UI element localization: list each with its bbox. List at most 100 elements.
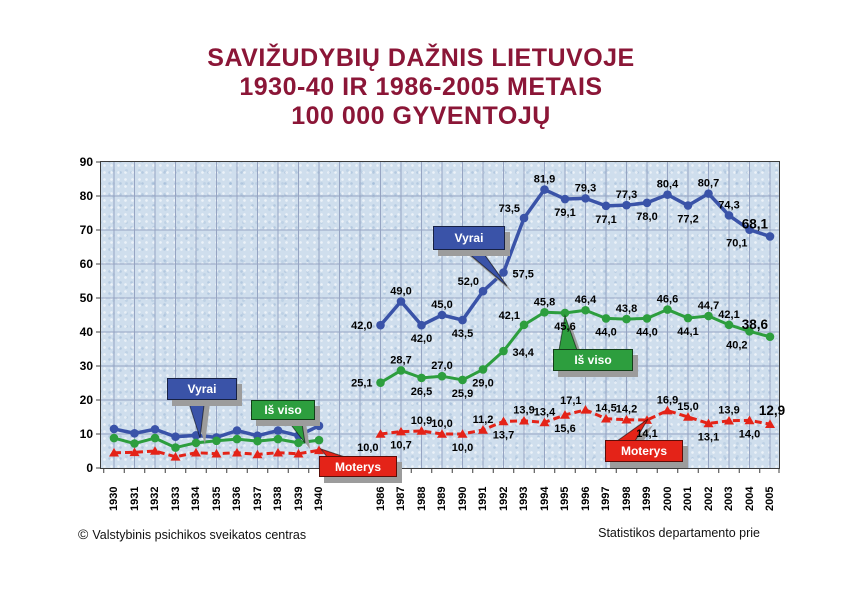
marker-moterys bbox=[498, 416, 509, 426]
marker-moterys bbox=[396, 426, 406, 436]
data-label-išviso: 29,0 bbox=[472, 377, 493, 389]
marker-vyrai bbox=[396, 297, 406, 306]
marker-išviso bbox=[704, 311, 713, 321]
footer-left-text: Valstybinis psichikos sveikatos centras bbox=[92, 528, 307, 542]
data-label-išviso: 45,6 bbox=[554, 321, 575, 333]
x-axis-label: 1993 bbox=[518, 486, 530, 511]
marker-išviso bbox=[314, 435, 324, 445]
copyright-icon: © bbox=[78, 526, 89, 542]
data-label-išviso: 44,0 bbox=[595, 326, 616, 338]
marker-moterys bbox=[273, 447, 283, 457]
data-label-moterys: 14,1 bbox=[636, 428, 657, 440]
marker-išviso bbox=[396, 366, 406, 375]
marker-išviso bbox=[581, 305, 590, 315]
marker-vyrai bbox=[109, 424, 119, 434]
marker-vyrai bbox=[765, 232, 775, 241]
data-label-moterys: 13,9 bbox=[718, 405, 739, 417]
marker-moterys bbox=[109, 447, 119, 457]
data-label-moterys: 13,7 bbox=[493, 429, 514, 441]
chart-title: SAVIŽUDYBIŲ DAŽNIS LIETUVOJE 1930-40 IR … bbox=[0, 44, 842, 131]
marker-išviso bbox=[663, 305, 672, 314]
marker-vyrai bbox=[314, 421, 324, 431]
data-label-moterys: 12,9 bbox=[759, 403, 785, 418]
marker-išviso bbox=[130, 439, 139, 448]
callout-isviso-1930s: Iš viso bbox=[251, 400, 315, 420]
marker-moterys bbox=[375, 429, 386, 438]
x-axis-label: 1933 bbox=[169, 486, 182, 511]
x-axis-label: 1986 bbox=[374, 486, 387, 511]
marker-išviso bbox=[458, 375, 467, 385]
x-axis-label: 1937 bbox=[251, 486, 264, 511]
marker-vyrai bbox=[581, 194, 590, 203]
marker-moterys bbox=[437, 429, 447, 438]
data-label-moterys: 14,5 bbox=[595, 403, 616, 415]
marker-vyrai bbox=[499, 268, 508, 277]
data-label-vyrai: 42,0 bbox=[411, 333, 432, 345]
callout-pointer bbox=[283, 416, 306, 444]
x-axis-label: 1995 bbox=[559, 486, 571, 511]
data-label-vyrai: 80,4 bbox=[657, 179, 679, 191]
marker-moterys bbox=[539, 417, 550, 427]
chart-canvas: 42,0 49,0 42,0 45,0 43,5 52,0 57,5 73,5 81,9 79,1… bbox=[96, 161, 785, 473]
marker-išviso bbox=[724, 320, 734, 330]
marker-moterys bbox=[150, 446, 160, 455]
x-axis-label: 2002 bbox=[702, 486, 715, 511]
callout-moterys-1930s: Moterys bbox=[319, 456, 397, 477]
data-label-vyrai: 80,7 bbox=[698, 178, 719, 190]
marker-vyrai bbox=[519, 213, 529, 223]
callout-label: Moterys bbox=[620, 444, 667, 458]
marker-išviso bbox=[376, 378, 385, 387]
x-axis-label: 1940 bbox=[313, 486, 325, 511]
marker-išviso bbox=[765, 332, 775, 342]
callout-label: Iš viso bbox=[574, 353, 612, 367]
marker-moterys bbox=[211, 448, 222, 458]
data-label-vyrai: 74,3 bbox=[718, 199, 739, 211]
marker-moterys bbox=[662, 405, 673, 415]
marker-vyrai bbox=[437, 310, 447, 320]
marker-išviso bbox=[642, 314, 652, 323]
data-label-moterys: 13,9 bbox=[513, 405, 534, 417]
marker-moterys bbox=[621, 414, 632, 424]
marker-vyrai bbox=[724, 211, 734, 220]
marker-išviso bbox=[540, 307, 549, 317]
x-axis-label: 2004 bbox=[743, 486, 756, 511]
data-label-išviso: 42,1 bbox=[499, 310, 520, 322]
title-line-2: 1930-40 IR 1986-2005 METAIS bbox=[239, 73, 603, 101]
data-label-išviso: 38,6 bbox=[742, 317, 769, 332]
data-label-vyrai: 42,0 bbox=[351, 320, 372, 332]
y-axis-label: 0 bbox=[86, 461, 93, 475]
marker-moterys bbox=[293, 448, 304, 458]
y-axis-label: 20 bbox=[79, 393, 93, 407]
x-axis-label: 1989 bbox=[436, 486, 448, 511]
x-axis-label: 1998 bbox=[620, 486, 633, 511]
data-label-moterys: 10,0 bbox=[452, 442, 473, 454]
marker-išviso bbox=[212, 436, 221, 446]
marker-išviso bbox=[519, 320, 529, 330]
callout-label: Iš viso bbox=[264, 403, 302, 417]
data-label-išviso: 46,6 bbox=[657, 294, 678, 306]
x-axis-label: 1934 bbox=[190, 486, 202, 511]
data-label-moterys: 11,2 bbox=[473, 414, 494, 426]
data-label-vyrai: 70,1 bbox=[726, 238, 747, 250]
data-label-vyrai: 81,9 bbox=[534, 174, 555, 186]
data-label-vyrai: 79,3 bbox=[575, 182, 596, 194]
data-label-moterys: 10,0 bbox=[431, 418, 452, 430]
title-line-3: 100 000 GYVENTOJŲ bbox=[291, 102, 551, 130]
footer-source-right: Statistikos departamento prie bbox=[598, 526, 760, 540]
callout-vyrai-1990s: Vyrai bbox=[433, 226, 505, 250]
y-axis-label: 10 bbox=[79, 427, 93, 441]
y-axis-label: 90 bbox=[79, 155, 93, 169]
x-axis-label: 2001 bbox=[682, 486, 694, 511]
x-axis-label: 1996 bbox=[579, 486, 592, 511]
marker-moterys bbox=[170, 451, 181, 461]
marker-moterys bbox=[129, 447, 140, 457]
data-label-išviso: 46,4 bbox=[575, 294, 597, 306]
data-label-išviso: 44,7 bbox=[698, 300, 719, 312]
marker-išviso bbox=[273, 434, 283, 444]
marker-išviso bbox=[560, 308, 570, 318]
x-axis-label: 2003 bbox=[723, 486, 735, 511]
y-axis-label: 30 bbox=[79, 359, 93, 373]
data-label-moterys: 15,6 bbox=[554, 423, 575, 435]
marker-moterys bbox=[744, 415, 755, 425]
marker-moterys bbox=[478, 425, 488, 434]
